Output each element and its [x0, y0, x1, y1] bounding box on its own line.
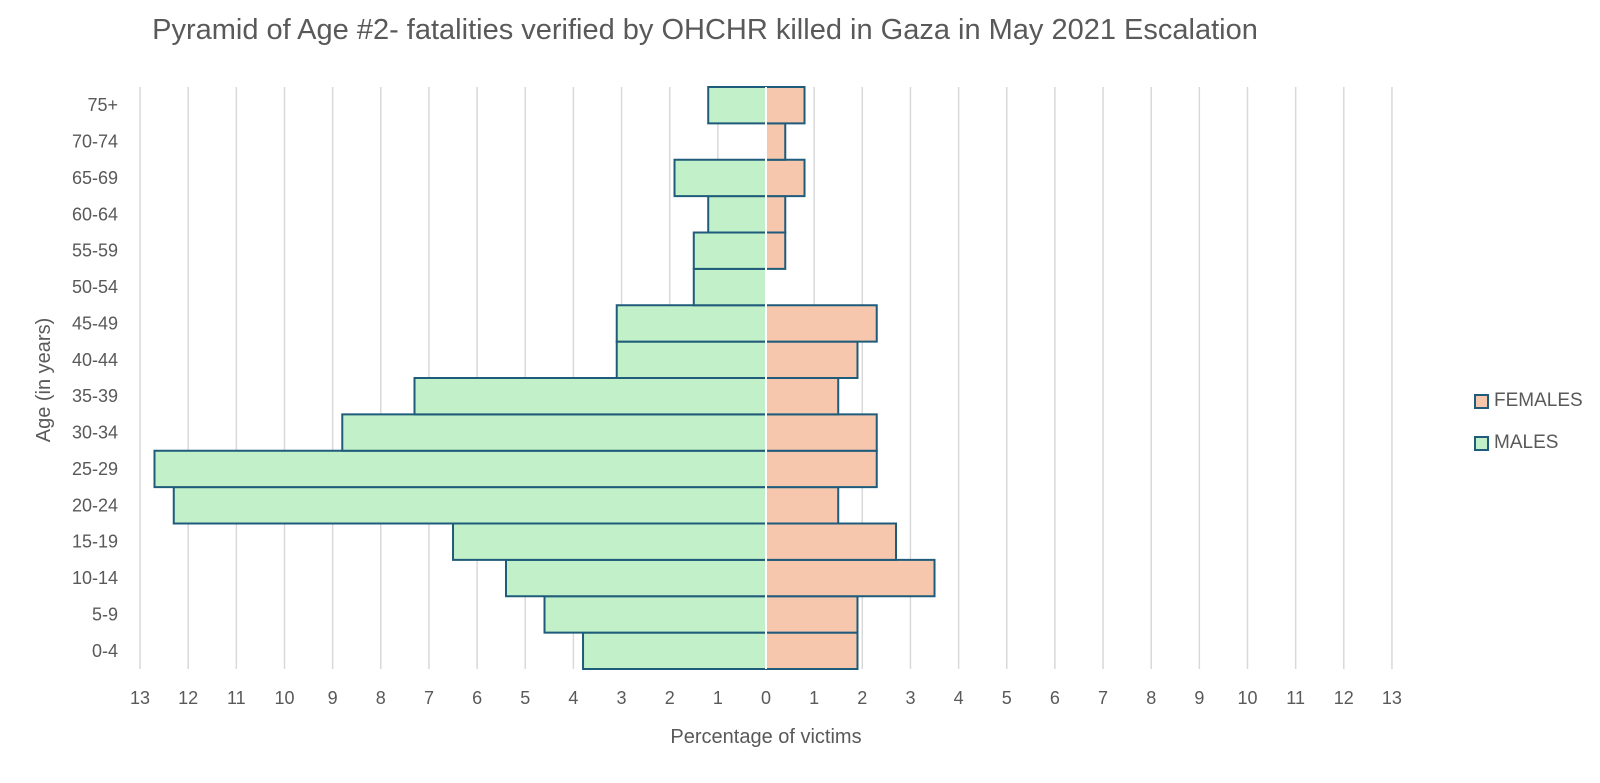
- x-tick-label: 0: [761, 688, 771, 708]
- x-tick-label: 8: [1146, 688, 1156, 708]
- x-tick-label: 6: [1050, 688, 1060, 708]
- bar-females-70-74: [765, 122, 787, 161]
- x-tick-label: 10: [1237, 688, 1257, 708]
- legend-swatch-females: [1474, 393, 1489, 409]
- y-tick-label: 55-59: [72, 241, 118, 261]
- bar-females-0-4: [765, 631, 859, 670]
- bar-males-5-9: [543, 595, 768, 634]
- bar-males-55-59: [692, 231, 768, 270]
- x-tick-label: 13: [130, 688, 150, 708]
- bars: [153, 86, 936, 670]
- bar-males-40-44: [615, 340, 767, 379]
- y-tick-label: 75+: [87, 95, 118, 115]
- bar-males-65-69: [673, 158, 768, 198]
- bar-females-55-59: [765, 231, 787, 270]
- y-tick-label: 30-34: [72, 423, 118, 443]
- bar-males-35-39: [413, 377, 767, 416]
- bar-females-35-39: [765, 377, 840, 416]
- bar-males-45-49: [615, 304, 767, 343]
- chart-title: Pyramid of Age #2- fatalities verified b…: [152, 14, 1258, 46]
- bar-females-60-64: [765, 195, 787, 234]
- bar-females-5-9: [765, 595, 859, 634]
- bar-females-40-44: [765, 340, 859, 379]
- x-tick-label: 1: [713, 688, 723, 708]
- x-tick-label: 7: [424, 688, 434, 708]
- bar-females-25-29: [765, 449, 878, 489]
- bar-females-10-14: [765, 558, 936, 598]
- x-tick-label: 6: [472, 688, 482, 708]
- legend: FEMALES MALES: [1474, 388, 1583, 472]
- y-tick-label: 10-14: [72, 568, 118, 588]
- y-tick-label: 60-64: [72, 204, 118, 224]
- bar-males-30-34: [341, 413, 767, 452]
- x-tick-label: 11: [227, 688, 246, 708]
- y-tick-label: 20-24: [72, 495, 118, 515]
- bar-males-10-14: [504, 558, 767, 598]
- legend-label-males: MALES: [1494, 432, 1559, 453]
- bar-females-15-19: [765, 522, 898, 561]
- y-tick-label: 35-39: [72, 386, 118, 406]
- bar-females-20-24: [765, 486, 840, 525]
- x-axis-label: Percentage of victims: [670, 726, 861, 748]
- y-tick-label: 0-4: [92, 641, 118, 661]
- bar-males-0-4: [582, 631, 768, 670]
- y-tick-label: 50-54: [72, 277, 118, 297]
- bar-females-75+: [765, 86, 806, 125]
- bar-males-25-29: [153, 449, 767, 489]
- y-tick-label: 65-69: [72, 168, 118, 188]
- x-tick-label: 4: [568, 688, 578, 708]
- x-tick-label: 5: [520, 688, 530, 708]
- bar-males-20-24: [172, 486, 767, 525]
- y-axis-label: Age (in years): [33, 318, 55, 443]
- bar-males-15-19: [452, 522, 767, 561]
- y-tick-label: 15-19: [72, 532, 118, 552]
- x-tick-label: 11: [1286, 688, 1305, 708]
- x-axis-ticks: 13 12 11 10 9 8 7 6 5 4 3 2 1 0 1 2 3 4 5 6 7 8 9 10 11 12 13: [130, 688, 1402, 708]
- y-tick-label: 45-49: [72, 313, 118, 333]
- y-tick-label: 40-44: [72, 350, 118, 370]
- x-tick-label: 7: [1098, 688, 1108, 708]
- bar-males-50-54: [692, 267, 768, 307]
- bar-females-45-49: [765, 304, 878, 343]
- x-tick-label: 12: [1334, 688, 1354, 708]
- x-tick-label: 12: [178, 688, 198, 708]
- x-tick-label: 9: [328, 688, 338, 708]
- y-axis-ticks: 0-4 5-9 10-14 15-19 20-24 25-29 30-34 35-39 40-4…: [72, 95, 118, 661]
- x-tick-label: 1: [809, 688, 819, 708]
- x-tick-label: 3: [905, 688, 915, 708]
- bar-males-75+: [707, 86, 767, 125]
- legend-item-males: MALES: [1474, 430, 1583, 456]
- x-tick-label: 13: [1382, 688, 1402, 708]
- bar-males-60-64: [707, 195, 767, 234]
- y-tick-label: 5-9: [92, 604, 118, 624]
- x-tick-label: 3: [617, 688, 627, 708]
- y-tick-label: 70-74: [72, 132, 118, 152]
- x-tick-label: 4: [954, 688, 964, 708]
- x-tick-label: 9: [1194, 688, 1204, 708]
- x-tick-label: 5: [1002, 688, 1012, 708]
- y-tick-label: 25-29: [72, 459, 118, 479]
- x-tick-label: 2: [665, 688, 675, 708]
- legend-swatch-males: [1474, 435, 1489, 451]
- legend-item-females: FEMALES: [1474, 388, 1583, 414]
- bar-females-65-69: [765, 158, 806, 198]
- x-tick-label: 8: [376, 688, 386, 708]
- bar-females-30-34: [765, 413, 878, 452]
- legend-label-females: FEMALES: [1494, 390, 1583, 411]
- x-tick-label: 10: [274, 688, 294, 708]
- x-tick-label: 2: [857, 688, 867, 708]
